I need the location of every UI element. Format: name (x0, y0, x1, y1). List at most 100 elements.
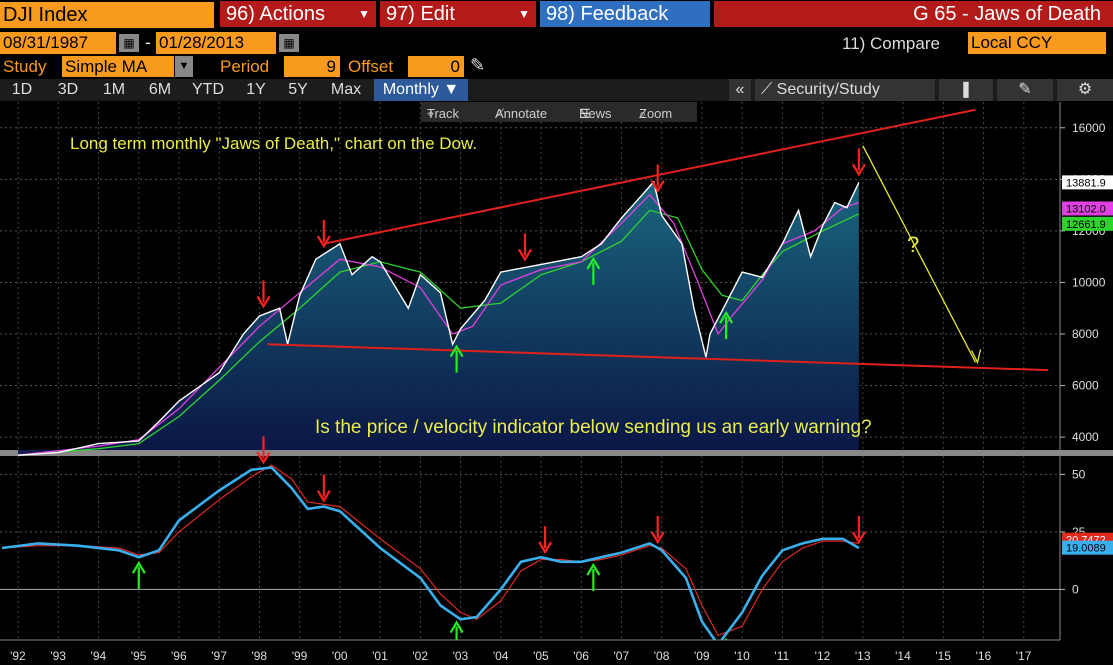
edit-chart-button[interactable]: ✎ (997, 79, 1053, 101)
last-value-label: 12661.9 (1066, 219, 1106, 231)
feedback-label: 98) Feedback (546, 3, 669, 25)
tab-monthly[interactable]: Monthly ▼ (374, 79, 468, 101)
x-tick-label: '08 (654, 649, 670, 663)
x-tick-label: '03 (453, 649, 469, 663)
tab-label: 1D (11, 81, 33, 98)
study-row: Study Simple MA ▼ Period 9 Offset 0 ✎ (0, 55, 1113, 78)
trendline-projection (862, 145, 977, 363)
x-axis: '92 '93 '94 '95 '96 '97 '98 '99 '00 '01 '02 '03 '04 '… (0, 639, 1113, 665)
news-label: News (579, 106, 612, 121)
news-icon: ☰ (579, 106, 591, 121)
edit-icon: ✎ (1018, 81, 1032, 98)
green-arrowhead (719, 310, 734, 324)
tab-5y[interactable]: 5Y (278, 79, 318, 101)
x-tick-label: '99 (292, 649, 308, 663)
edit-button[interactable]: 97) Edit ▼ (380, 1, 536, 27)
x-tick-label: '94 (91, 649, 107, 663)
tab-1d[interactable]: 1D (2, 79, 42, 101)
end-date-input[interactable]: 01/28/2013 (156, 32, 276, 54)
x-tick-label: '93 (50, 649, 66, 663)
y-tick-label: 16000 (1072, 121, 1106, 135)
green-arrowhead (586, 256, 601, 270)
x-tick-label: '07 (614, 649, 630, 663)
x-tick-label: '10 (734, 649, 750, 663)
offset-input[interactable]: 0 (408, 56, 464, 77)
x-tick-label: '16 (976, 649, 992, 663)
chart-line-icon: ⟋ (761, 81, 777, 98)
x-tick-label: '09 (694, 649, 710, 663)
start-date-value: 08/31/1987 (3, 33, 89, 52)
actions-button[interactable]: 96) Actions ▼ (220, 1, 376, 27)
green-arrowhead (131, 561, 146, 574)
tab-label: Monthly ▼ (382, 81, 460, 98)
edit-label: 97) Edit (386, 3, 455, 25)
pencil-icon[interactable]: ✎ (470, 55, 486, 75)
last-value-box (1062, 540, 1113, 555)
tab-1m[interactable]: 1M (92, 79, 136, 101)
x-tick-label: '04 (493, 649, 509, 663)
x-tick-label: '92 (10, 649, 26, 663)
security-study-label: Security/Study (776, 81, 880, 98)
tab-ytd[interactable]: YTD (184, 79, 232, 101)
tab-max[interactable]: Max (322, 79, 370, 101)
y-tick-label: 6000 (1072, 379, 1099, 393)
bookmark-icon: ❚ (959, 81, 973, 98)
feedback-button[interactable]: 98) Feedback (540, 1, 710, 27)
series-line-ma-long (18, 209, 860, 456)
price-y-axis: 4000600080001000012000140001600013881.91… (1060, 121, 1113, 444)
currency-select[interactable]: Local CCY (968, 32, 1106, 54)
x-tick-label: '14 (895, 649, 911, 663)
tab-6m[interactable]: 6M (138, 79, 182, 101)
period-input[interactable]: 9 (284, 56, 340, 77)
tab-3d[interactable]: 3D (46, 79, 90, 101)
gear-icon: ⚙ (1077, 81, 1093, 98)
zoom-icon: ⌕ (639, 106, 647, 121)
tab-label: 1Y (246, 81, 266, 98)
green-arrowhead (449, 620, 464, 634)
series-line-dji (18, 180, 860, 456)
x-tick-label: '06 (573, 649, 589, 663)
zoom-label: Zoom (639, 106, 673, 121)
start-date-input[interactable]: 08/31/1987 (0, 32, 116, 54)
series-line-signal (1, 464, 859, 637)
red-arrowhead (538, 541, 553, 555)
y-tick-label: 50 (1072, 467, 1086, 481)
bookmark-button[interactable]: ❚ (939, 79, 993, 101)
x-axis-bg (0, 640, 1113, 665)
date-separator: - (145, 33, 151, 52)
green-arrowhead (586, 562, 601, 576)
actions-label: 96) Actions (226, 3, 325, 25)
last-value-label: 13102.0 (1066, 203, 1106, 215)
x-tick-label: '01 (372, 649, 388, 663)
chevron-down-icon: ▼ (358, 7, 370, 21)
collapse-button[interactable]: « (729, 79, 751, 101)
x-tick-label: '11 (774, 649, 789, 663)
series-line-ma-short (18, 193, 860, 456)
study-select[interactable]: Simple MA (62, 56, 174, 77)
last-value-box (1062, 175, 1113, 190)
calendar-icon[interactable]: ▦ (119, 34, 139, 52)
series-line-velocity (1, 466, 860, 647)
question-annotation: ? (907, 232, 920, 257)
x-tick-label: '00 (332, 649, 348, 663)
price-arrows (256, 148, 866, 373)
ticker-field[interactable]: DJI Index (0, 2, 214, 28)
indicator-arrows (131, 436, 866, 665)
chevron-down-icon[interactable]: ▼ (175, 56, 193, 77)
indicator-series (1, 464, 860, 647)
x-tick-label: '97 (211, 649, 227, 663)
offset-label: Offset (348, 57, 394, 76)
green-arrowhead (449, 344, 464, 358)
offset-value: 0 (450, 57, 460, 76)
settings-button[interactable]: ⚙ (1057, 79, 1113, 101)
range-tab-bar: 1D 3D 1M 6M YTD 1Y 5Y Max Monthly ▼ « ⟋ … (0, 79, 1113, 101)
tab-label: 6M (148, 81, 172, 98)
tab-1y[interactable]: 1Y (236, 79, 276, 101)
security-study-button[interactable]: ⟋ Security/Study (755, 79, 935, 101)
calendar-icon[interactable]: ▦ (279, 34, 299, 52)
compare-button[interactable]: 11) Compare (842, 34, 940, 53)
trendline-upper (323, 108, 976, 245)
period-value: 9 (326, 57, 336, 76)
currency-value: Local CCY (971, 33, 1053, 52)
